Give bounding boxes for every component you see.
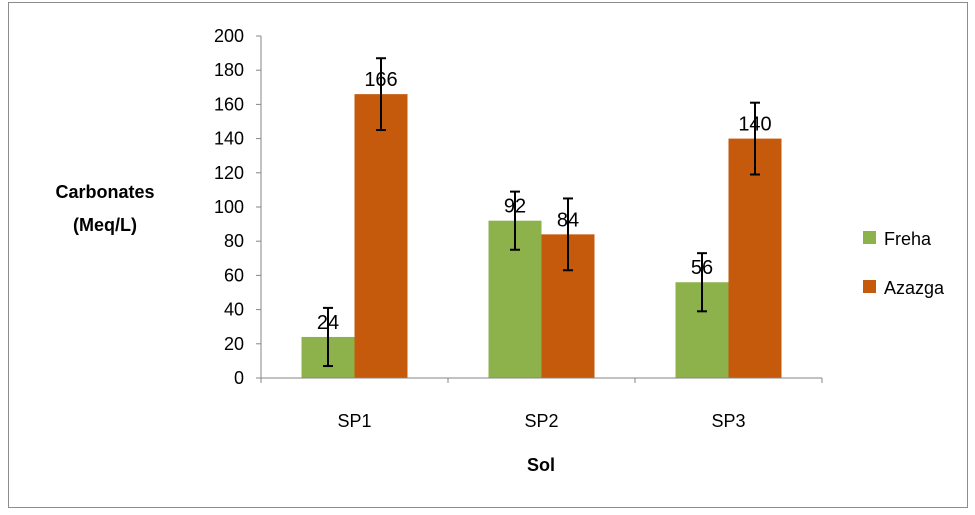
data-label: 92: [504, 196, 526, 218]
y-tick-label: 0: [234, 368, 244, 388]
legend-swatch-azazga: [863, 280, 876, 293]
y-tick-label: 160: [214, 94, 244, 114]
legend: Freha Azazga: [863, 229, 945, 298]
data-label: 166: [364, 69, 397, 91]
data-label: 84: [557, 209, 579, 231]
x-axis-title: Sol: [527, 455, 555, 475]
chart-frame: [8, 2, 968, 508]
y-tick-label: 80: [224, 231, 244, 251]
axes: [260, 36, 822, 379]
legend-label-freha: Freha: [884, 229, 932, 249]
x-axis-ticks: SP1 SP2 SP3: [260, 378, 823, 431]
y-tick-label: 180: [214, 60, 244, 80]
y-tick-label: 100: [214, 197, 244, 217]
y-tick-label: 20: [224, 334, 244, 354]
y-axis-ticks: 0 20 40 60 80 100 120 140 160 180 200: [214, 26, 261, 388]
y-axis-title-line1: Carbonates: [55, 182, 154, 202]
legend-swatch-freha: [863, 231, 876, 244]
x-tick-label: SP3: [711, 411, 745, 431]
bar-azazga-sp1: [354, 94, 408, 378]
bar-azazga-sp3: [728, 138, 782, 378]
y-tick-label: 60: [224, 265, 244, 285]
error-bars: [323, 57, 760, 368]
x-tick-label: SP1: [337, 411, 371, 431]
data-label: 24: [317, 312, 339, 334]
y-axis-title-line2: (Meq/L): [73, 215, 137, 235]
y-tick-label: 140: [214, 129, 244, 149]
data-labels: 24 166 92 84 56 140: [317, 69, 772, 334]
bars: [301, 94, 782, 378]
x-tick-label: SP2: [524, 411, 558, 431]
y-tick-label: 200: [214, 26, 244, 46]
legend-label-azazga: Azazga: [884, 278, 945, 298]
data-label: 140: [738, 114, 771, 136]
y-tick-label: 40: [224, 300, 244, 320]
y-tick-label: 120: [214, 163, 244, 183]
data-label: 56: [691, 257, 713, 279]
